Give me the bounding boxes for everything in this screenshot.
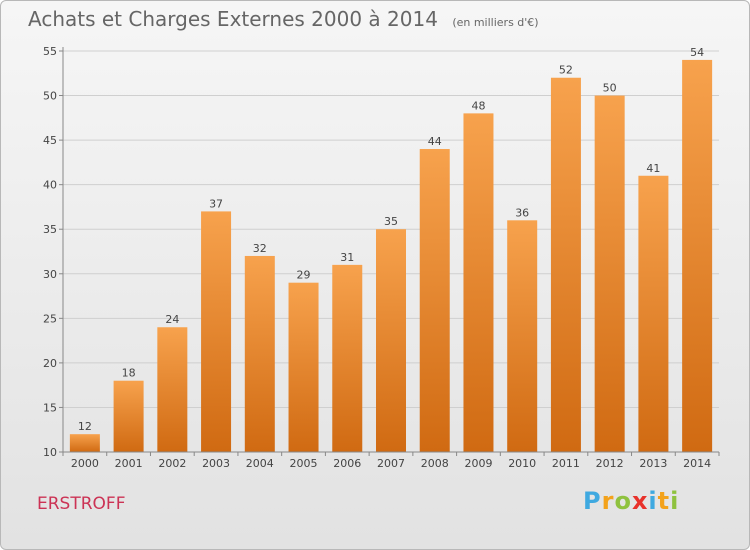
value-label-2004: 32 (253, 242, 267, 255)
value-label-2014: 54 (690, 46, 704, 59)
bar-2014 (682, 59, 713, 453)
x-tick-label-2013: 2013 (639, 457, 667, 470)
value-label-2009: 48 (471, 99, 485, 112)
x-tick-label-2011: 2011 (552, 457, 580, 470)
y-tick-label-15: 15 (43, 401, 57, 414)
bar-2011 (550, 77, 581, 452)
x-tick-label-2012: 2012 (596, 457, 624, 470)
x-tick-label-2001: 2001 (115, 457, 143, 470)
bar-2008 (419, 149, 450, 452)
x-tick-label-2014: 2014 (683, 457, 711, 470)
x-tick-label-2010: 2010 (508, 457, 536, 470)
logo-letter-5: t (657, 487, 671, 515)
bar-2002 (157, 327, 188, 452)
y-tick-label-40: 40 (43, 179, 57, 192)
y-tick-label-30: 30 (43, 268, 57, 281)
bar-2004 (244, 255, 275, 452)
bar-2010 (507, 220, 538, 452)
commune-name: ERSTROFF (37, 494, 126, 514)
y-tick-label-45: 45 (43, 134, 57, 147)
x-tick-label-2007: 2007 (377, 457, 405, 470)
value-label-2003: 37 (209, 197, 223, 210)
value-label-2006: 31 (340, 251, 354, 264)
bar-2007 (376, 229, 406, 452)
logo-letter-3: x (631, 487, 649, 515)
chart-title: Achats et Charges Externes 2000 à 2014 (… (28, 7, 539, 31)
bar-2006 (332, 264, 363, 452)
chart-subtitle: (en milliers d'€) (452, 16, 539, 29)
bar-2005 (288, 282, 319, 452)
value-label-2011: 52 (559, 64, 573, 77)
y-tick-label-20: 20 (43, 357, 57, 370)
y-tick-label-55: 55 (43, 45, 57, 58)
y-tick-label-50: 50 (43, 90, 57, 103)
y-tick-label-10: 10 (43, 446, 57, 459)
x-tick-label-2009: 2009 (464, 457, 492, 470)
logo-letter-4: i (648, 487, 658, 515)
x-tick-label-2006: 2006 (333, 457, 361, 470)
x-tick-label-2008: 2008 (421, 457, 449, 470)
value-label-2000: 12 (78, 420, 92, 433)
logo-letter-1: r (601, 487, 615, 515)
chart-title-text: Achats et Charges Externes 2000 à 2014 (28, 7, 438, 31)
y-tick-label-25: 25 (43, 312, 57, 325)
value-label-2007: 35 (384, 215, 398, 228)
bar-2009 (463, 113, 494, 452)
value-label-2002: 24 (165, 313, 179, 326)
y-tick-label-35: 35 (43, 223, 57, 236)
value-label-2001: 18 (122, 367, 136, 380)
logo-letter-6: i (670, 487, 680, 515)
logo-letter-0: P (583, 487, 602, 515)
value-label-2012: 50 (603, 82, 617, 95)
value-label-2008: 44 (428, 135, 442, 148)
value-label-2013: 41 (646, 162, 660, 175)
x-tick-label-2002: 2002 (158, 457, 186, 470)
bars: 12 18 24 37 32 29 31 35 44 48 36 52 50 41 54 (69, 46, 713, 453)
x-tick-label-2003: 2003 (202, 457, 230, 470)
bar-2003 (201, 211, 232, 452)
axes: 10 15 20 25 30 35 40 45 50 55 2000 2001 2002 2003 2004… (43, 45, 720, 470)
proxiti-logo: Proxiti (583, 487, 679, 515)
logo-letter-2: o (614, 487, 632, 515)
x-tick-label-2005: 2005 (290, 457, 318, 470)
bar-2013 (638, 175, 669, 452)
value-label-2010: 36 (515, 206, 529, 219)
x-tick-label-2000: 2000 (71, 457, 99, 470)
bar-2012 (594, 95, 625, 453)
value-label-2005: 29 (297, 269, 311, 282)
bar-2001 (113, 380, 144, 452)
bar-2000 (69, 434, 100, 452)
x-tick-label-2004: 2004 (246, 457, 274, 470)
